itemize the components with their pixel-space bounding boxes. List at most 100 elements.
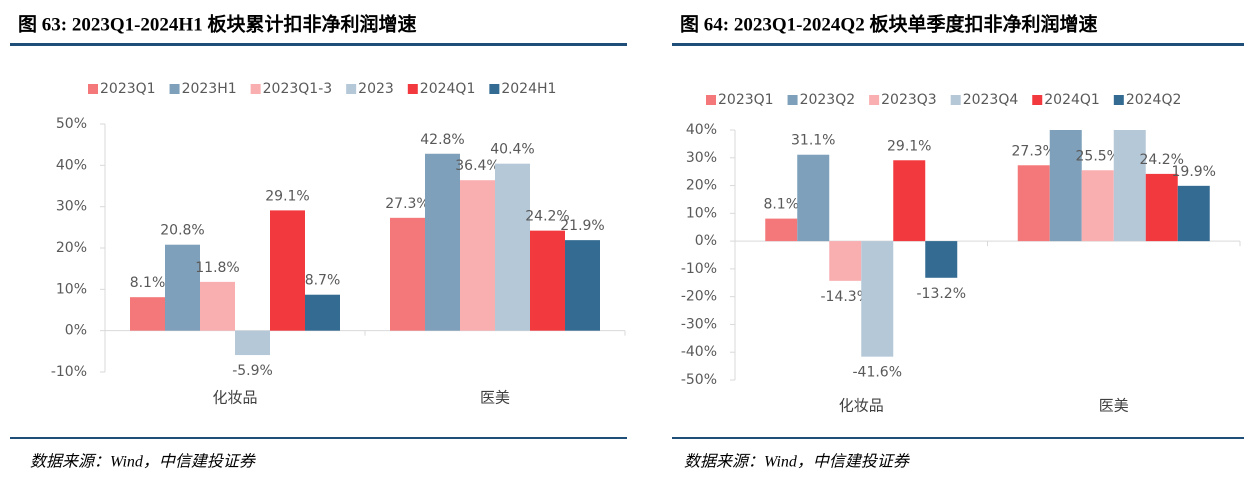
legend-label: 2024Q2 [1126, 92, 1182, 108]
source-rule [10, 437, 627, 439]
chart-title: 图 63: 2023Q1-2024H1 板块累计扣非净利润增速 [18, 12, 416, 35]
data-label: 24.2% [525, 209, 569, 225]
y-tick-label: 50% [56, 116, 87, 132]
y-tick-label: -20% [681, 289, 717, 305]
source-rule [672, 437, 1244, 439]
bar [565, 240, 600, 331]
data-label: 27.3% [1012, 143, 1056, 159]
data-label: 21.9% [560, 218, 604, 234]
bar [530, 230, 565, 331]
y-tick-label: 30% [686, 150, 717, 166]
bar [861, 241, 894, 357]
bar [200, 281, 235, 331]
y-tick-label: 20% [56, 240, 87, 256]
y-tick-label: 10% [56, 281, 87, 297]
legend-label: 2023Q1 [100, 81, 156, 97]
legend-swatch [706, 95, 716, 105]
chart-title: 图 64: 2023Q1-2024Q2 板块单季度扣非净利润增速 [680, 12, 1097, 35]
x-tick-label: 医美 [480, 389, 510, 407]
data-label: 36.4% [455, 158, 499, 174]
bar [235, 330, 270, 356]
source-note: 数据来源：Wind，中信建投证券 [30, 453, 257, 471]
bar [893, 160, 926, 242]
bar [925, 241, 958, 278]
bar [1017, 165, 1050, 242]
data-label: 40.4% [490, 142, 534, 158]
data-label: 8.1% [763, 197, 799, 213]
x-tick-label: 化妆品 [839, 397, 884, 415]
legend-label: 2023Q1 [718, 92, 774, 108]
data-label: 11.8% [195, 260, 239, 276]
y-tick-label: 0% [65, 323, 87, 339]
bar [165, 244, 200, 331]
legend-label: 2024Q1 [420, 81, 476, 97]
bar [765, 218, 798, 242]
data-label: 24.2% [1140, 152, 1184, 168]
bar [425, 153, 460, 331]
data-label: 27.3% [385, 196, 429, 212]
source-note: 数据来源：Wind，中信建投证券 [684, 453, 911, 471]
bar [1177, 185, 1210, 242]
data-label: 25.5% [1076, 148, 1120, 164]
y-tick-label: -30% [681, 316, 717, 332]
legend-swatch [346, 84, 357, 94]
bar [495, 163, 530, 331]
bar [390, 217, 425, 331]
data-label: -13.2% [916, 286, 966, 302]
bar [797, 154, 830, 242]
x-tick-label: 医美 [1099, 397, 1129, 415]
title-rule [10, 43, 627, 46]
data-label: 8.7% [305, 273, 341, 289]
bar [829, 241, 862, 281]
data-label: -41.6% [852, 365, 902, 381]
data-label: 20.8% [160, 223, 204, 239]
data-label: 31.1% [791, 133, 835, 149]
legend-swatch [250, 84, 261, 94]
y-tick-label: 40% [56, 157, 87, 173]
legend-swatch [169, 84, 180, 94]
legend-swatch [1032, 95, 1043, 105]
y-tick-label: -10% [51, 364, 87, 380]
bar [270, 210, 305, 331]
bar [460, 180, 495, 331]
y-tick-label: 20% [686, 178, 717, 194]
bar [305, 294, 340, 331]
data-label: -5.9% [232, 363, 273, 379]
y-tick-label: -10% [681, 261, 717, 277]
y-tick-label: 0% [695, 233, 717, 249]
data-label: -14.3% [820, 289, 870, 305]
legend-label: 2023H1 [182, 81, 237, 97]
bar [1113, 130, 1146, 242]
y-tick-label: -40% [681, 344, 717, 360]
legend-label: 2023Q3 [881, 92, 937, 108]
y-tick-label: -50% [681, 372, 717, 388]
legend-label: 2023Q4 [963, 92, 1019, 108]
legend-swatch [787, 95, 798, 105]
data-label: 29.1% [887, 138, 931, 154]
legend-label: 2023 [358, 81, 394, 97]
y-tick-label: 40% [686, 122, 717, 138]
x-tick-label: 化妆品 [212, 389, 257, 407]
legend-swatch [950, 95, 961, 105]
bar [1145, 173, 1178, 242]
data-label: 42.8% [420, 132, 464, 148]
legend-swatch [1113, 95, 1124, 105]
data-label: 8.1% [130, 275, 166, 291]
legend-label: 2023Q1-3 [263, 81, 333, 97]
legend-swatch [869, 95, 880, 105]
bar [130, 297, 165, 331]
title-rule [672, 43, 1244, 46]
bar [1049, 130, 1082, 242]
data-label: 19.9% [1172, 164, 1216, 180]
legend-swatch [88, 84, 98, 94]
legend-swatch [489, 84, 500, 94]
legend-label: 2023Q2 [800, 92, 856, 108]
bar [1081, 170, 1114, 242]
legend-label: 2024Q1 [1044, 92, 1100, 108]
data-label: 29.1% [265, 188, 309, 204]
legend-swatch [407, 84, 418, 94]
legend-label: 2024H1 [501, 81, 556, 97]
y-tick-label: 10% [686, 205, 717, 221]
